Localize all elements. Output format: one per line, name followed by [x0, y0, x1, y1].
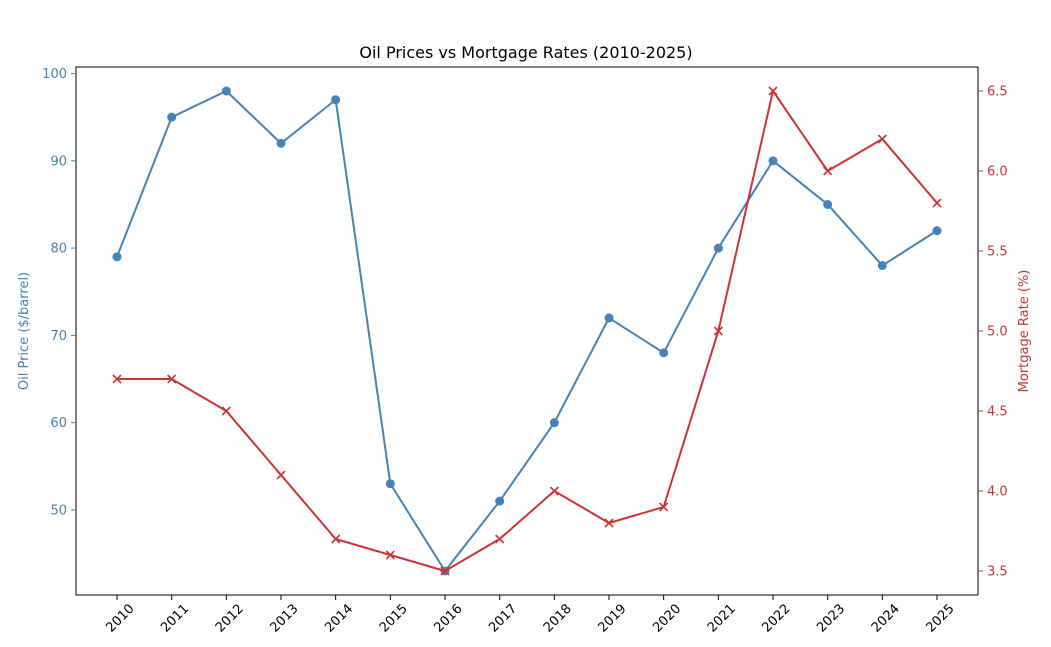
x-tick-label: 2025 — [924, 602, 958, 636]
data-point — [276, 470, 286, 480]
x-tick-label: 2014 — [322, 602, 356, 636]
y-left-tick-label: 100 — [42, 67, 67, 82]
data-point — [768, 156, 778, 166]
y-axis-right: 3.5 4.0 4.5 5.0 5.5 6.0 6.5 — [978, 85, 1008, 580]
data-point — [713, 326, 723, 336]
data-point — [276, 138, 286, 148]
y-right-tick-label: 6.0 — [987, 165, 1008, 180]
data-point — [331, 95, 341, 105]
data-point — [604, 518, 614, 528]
y-right-tick-label: 5.0 — [987, 325, 1008, 340]
y-left-tick-label: 50 — [50, 503, 67, 518]
x-tick-label: 2011 — [158, 602, 192, 636]
data-point — [495, 534, 505, 544]
data-point — [385, 479, 395, 489]
data-point — [167, 374, 177, 384]
data-point — [167, 112, 177, 122]
x-tick-label: 2016 — [432, 602, 466, 636]
x-tick-label: 2019 — [596, 602, 630, 636]
data-point — [112, 252, 122, 262]
y-right-tick-label: 4.5 — [987, 405, 1008, 420]
data-point — [221, 406, 231, 416]
data-point — [549, 486, 559, 496]
x-tick-label: 2024 — [869, 602, 903, 636]
x-tick-label: 2010 — [104, 602, 138, 636]
data-point — [713, 243, 723, 253]
data-point — [823, 166, 833, 176]
y-left-tick-label: 80 — [50, 242, 67, 257]
x-tick-label: 2012 — [213, 602, 247, 636]
x-tick-label: 2022 — [760, 602, 794, 636]
series-right-line — [117, 90, 938, 572]
x-tick-label: 2021 — [705, 602, 739, 636]
data-point — [604, 313, 614, 323]
data-point — [495, 496, 505, 506]
series-right-group — [112, 86, 942, 576]
series-left-line — [116, 90, 938, 572]
y-axis-right-label: Mortgage Rate (%) — [1017, 270, 1032, 393]
y-right-tick-label: 3.5 — [987, 565, 1008, 580]
data-point — [932, 226, 942, 236]
data-point — [221, 86, 231, 96]
x-tick-label: 2018 — [541, 602, 575, 636]
data-point — [385, 550, 395, 560]
data-point — [331, 534, 341, 544]
chart-title: Oil Prices vs Mortgage Rates (2010-2025) — [359, 43, 692, 62]
data-point — [659, 502, 669, 512]
data-point — [768, 86, 778, 96]
y-left-tick-label: 70 — [50, 329, 67, 344]
x-tick-label: 2013 — [268, 602, 302, 636]
x-tick-label: 2017 — [486, 602, 520, 636]
data-point — [877, 261, 887, 271]
y-right-tick-label: 5.5 — [987, 245, 1008, 260]
y-right-tick-label: 4.0 — [987, 485, 1008, 500]
y-left-tick-label: 60 — [50, 416, 67, 431]
y-axis-left: 50 60 70 80 90 100 — [42, 67, 76, 518]
data-point — [112, 374, 122, 384]
plot-area — [75, 66, 979, 596]
x-tick-label: 2023 — [814, 602, 848, 636]
data-point — [440, 566, 450, 576]
data-point — [932, 198, 942, 208]
data-point — [877, 134, 887, 144]
x-axis: 2010 2011 2012 2013 2014 2015 2016 2017 2018 2019… — [104, 595, 958, 636]
y-axis-left-label: Oil Price ($/barrel) — [17, 272, 32, 390]
x-tick-label: 2015 — [377, 602, 411, 636]
series-layer — [112, 86, 942, 576]
data-point — [823, 199, 833, 209]
y-left-tick-label: 90 — [50, 154, 67, 169]
y-right-tick-label: 6.5 — [987, 85, 1008, 100]
data-point — [549, 418, 559, 428]
data-point — [659, 348, 669, 358]
x-tick-label: 2020 — [650, 602, 684, 636]
